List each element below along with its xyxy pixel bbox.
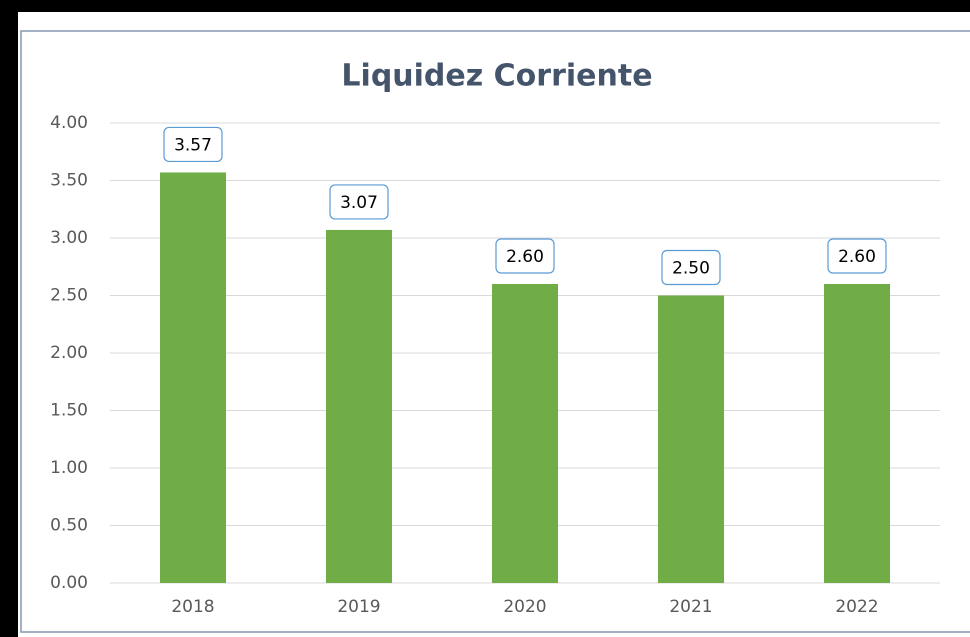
data-label-box [163,126,223,163]
data-label: 3.07 [340,193,378,213]
y-tick-label: 3.50 [50,171,88,191]
y-tick-label: 2.00 [50,343,88,363]
data-label-box [661,249,721,286]
data-label: 2.50 [672,259,710,279]
y-tick-label: 1.00 [50,458,88,478]
bar [160,172,226,583]
x-tick-label: 2022 [835,597,878,617]
y-tick-label: 0.50 [50,516,88,536]
data-label: 2.60 [838,247,876,267]
y-tick-label: 0.00 [50,573,88,593]
x-tick-label: 2020 [503,597,546,617]
x-tick-label: 2018 [171,597,214,617]
y-tick-label: 2.50 [50,286,88,306]
bar [824,284,890,583]
x-tick-label: 2019 [337,597,380,617]
bar [492,284,558,583]
bar [326,229,392,583]
x-tick-label: 2021 [669,597,712,617]
data-label-box [827,238,887,274]
y-tick-label: 1.50 [50,401,88,421]
data-label-box [329,184,389,220]
data-label: 2.60 [506,247,544,267]
bar [658,295,724,583]
data-label-box [495,238,555,274]
data-label: 3.57 [174,135,212,155]
y-tick-label: 4.00 [50,113,88,133]
chart-title: Liquidez Corriente [341,59,652,94]
y-tick-label: 3.00 [50,228,88,248]
